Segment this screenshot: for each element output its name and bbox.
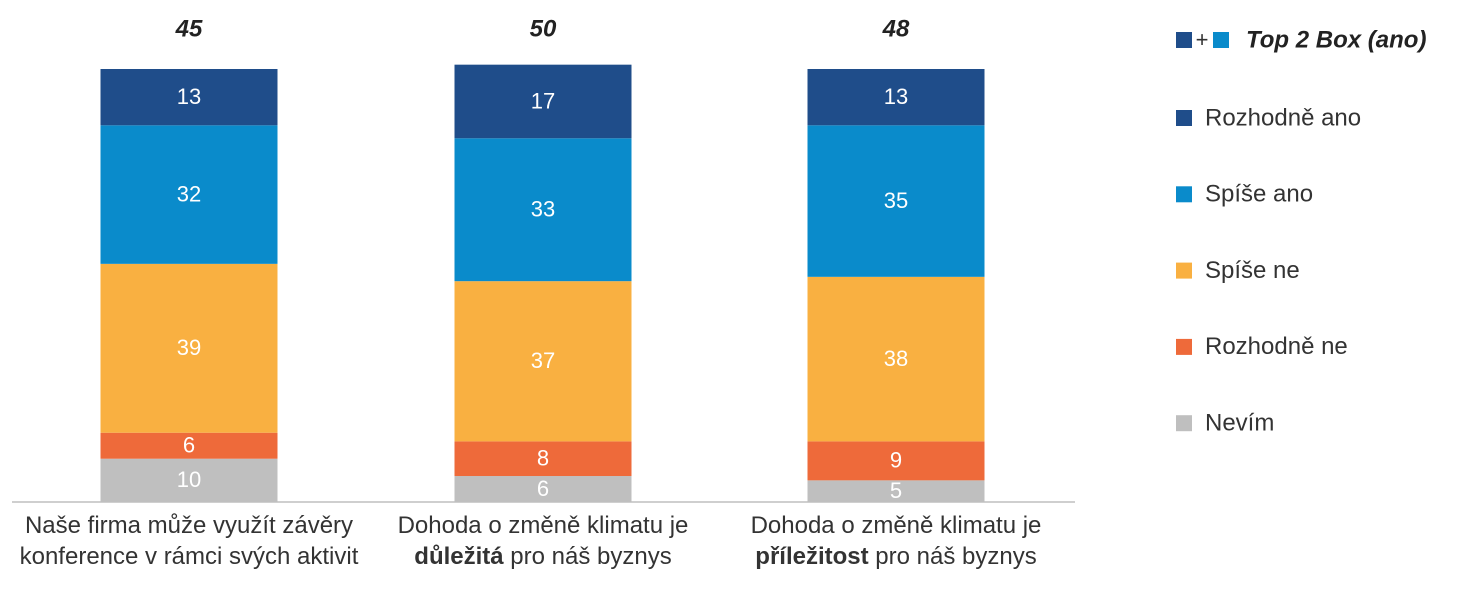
bar-segment	[100, 432, 278, 459]
bar-segment	[100, 69, 278, 126]
category-label-part: Dohoda o změně klimatu je	[397, 512, 696, 539]
legend-label: Spíše ano	[1205, 181, 1313, 208]
legend-swatch	[1176, 110, 1192, 126]
legend-label: Spíše ne	[1205, 257, 1300, 284]
bar-segment	[807, 69, 985, 126]
category-label: Naše firma může využít závěry konference…	[14, 510, 364, 572]
data-label: 8	[537, 446, 549, 471]
bar-segment	[454, 64, 632, 139]
total-label: 45	[175, 15, 203, 42]
data-label: 38	[884, 346, 908, 371]
legend-label: Rozhodně ano	[1205, 104, 1361, 131]
data-label: 6	[183, 433, 195, 458]
legend-label: Nevím	[1205, 410, 1274, 437]
bar-segment	[807, 480, 985, 502]
bar-segment	[454, 476, 632, 502]
bar-segment	[807, 276, 985, 442]
category-label: Dohoda o změně klimatu je důležitá pro n…	[368, 510, 718, 572]
legend-swatch	[1176, 186, 1192, 203]
legend-swatch	[1176, 262, 1192, 279]
category-label-part: pro náš byznys	[868, 543, 1037, 570]
category-label-part: důležitá	[414, 543, 504, 570]
legend-label: Rozhodně ne	[1205, 333, 1348, 360]
data-label: 9	[890, 448, 902, 473]
bar-segment	[454, 441, 632, 477]
legend-swatch	[1176, 338, 1192, 355]
data-label: 10	[177, 467, 201, 492]
bar-segment	[454, 138, 632, 282]
total-label: 50	[530, 15, 557, 42]
category-label-part: Dohoda o změně klimatu je	[750, 512, 1049, 539]
category-label: Dohoda o změně klimatu je příležitost pr…	[721, 510, 1071, 572]
bar-segment	[807, 441, 985, 481]
data-label: 37	[531, 348, 555, 373]
data-label: 35	[884, 188, 908, 213]
legend-swatch	[1176, 415, 1192, 432]
total-label: 48	[882, 15, 910, 42]
legend-swatch	[1213, 32, 1229, 48]
data-label: 39	[177, 335, 201, 360]
bar-segment	[100, 458, 278, 502]
data-label: 33	[531, 197, 555, 222]
category-label-part: Naše firma může využít závěry konference…	[19, 512, 360, 570]
data-label: 32	[177, 181, 201, 206]
category-label-part: příležitost	[755, 543, 869, 570]
legend-swatch	[1176, 32, 1192, 48]
legend-label: Top 2 Box (ano)	[1246, 26, 1426, 53]
data-label: 17	[531, 88, 555, 113]
bar-segment	[100, 263, 278, 433]
bar-segment	[454, 281, 632, 442]
data-label: 6	[537, 476, 549, 501]
data-label: 5	[890, 478, 902, 503]
category-label-part: pro náš byznys	[503, 543, 672, 570]
bar-segment	[100, 125, 278, 264]
data-label: 13	[884, 84, 908, 109]
legend-symbol: +	[1196, 27, 1209, 52]
bar-segment	[807, 125, 985, 277]
data-label: 13	[177, 84, 201, 109]
